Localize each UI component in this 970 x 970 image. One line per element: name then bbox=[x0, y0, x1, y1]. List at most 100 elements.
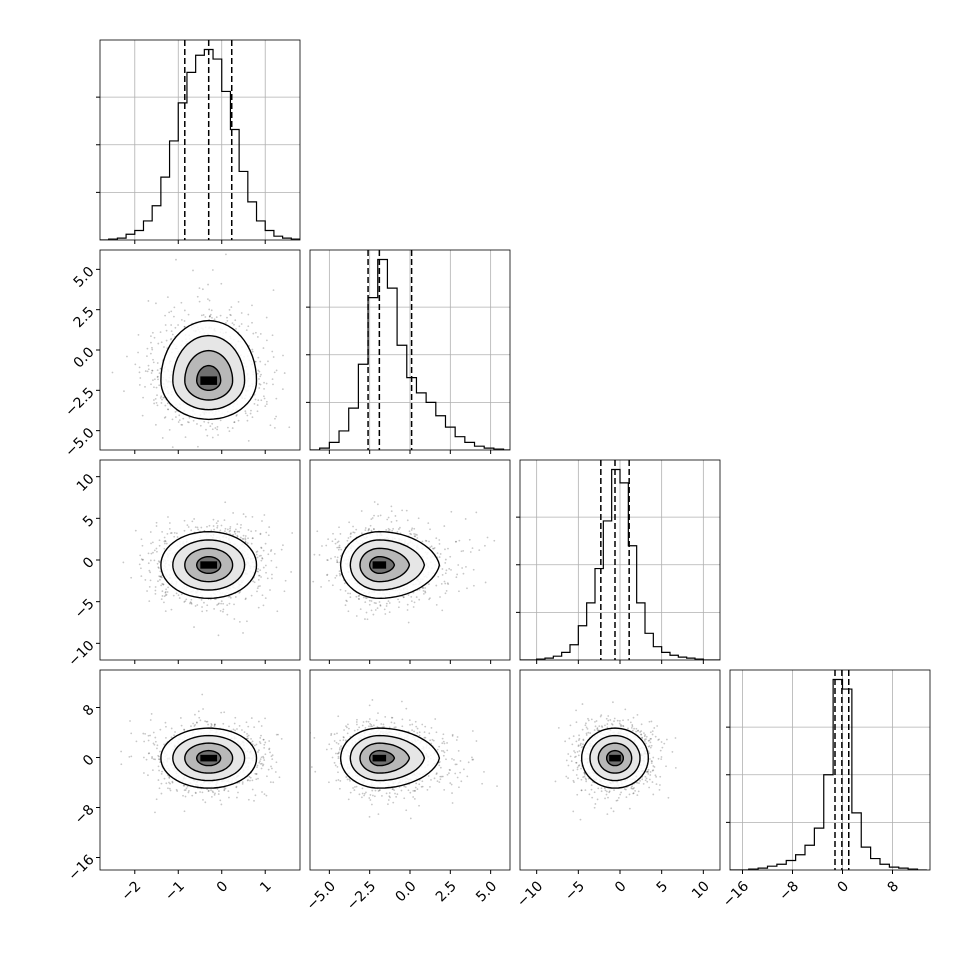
scatter-point bbox=[242, 513, 245, 515]
scatter-point bbox=[177, 324, 180, 326]
scatter-point bbox=[168, 781, 170, 784]
scatter-point bbox=[260, 734, 262, 737]
scatter-point bbox=[213, 318, 216, 321]
scatter-point bbox=[413, 527, 416, 530]
scatter-point bbox=[177, 594, 180, 597]
pair-panel-0-3 bbox=[96, 669, 301, 874]
scatter-point bbox=[264, 542, 267, 545]
scatter-point bbox=[253, 402, 256, 405]
scatter-point bbox=[235, 786, 238, 789]
scatter-point bbox=[183, 789, 186, 792]
scatter-point bbox=[259, 333, 262, 335]
scatter-point bbox=[175, 532, 178, 535]
scatter-point bbox=[407, 621, 410, 624]
scatter-point bbox=[161, 590, 164, 593]
scatter-point bbox=[331, 540, 334, 543]
scatter-point bbox=[244, 541, 247, 543]
scatter-point bbox=[326, 574, 328, 577]
scatter-point bbox=[209, 313, 212, 316]
scatter-point bbox=[326, 559, 329, 562]
scatter-point bbox=[233, 530, 236, 533]
scatter-point bbox=[153, 378, 156, 381]
scatter-point bbox=[187, 791, 190, 794]
scatter-point bbox=[273, 552, 276, 555]
scatter-point bbox=[392, 527, 395, 530]
scatter-point bbox=[265, 400, 268, 403]
scatter-point bbox=[196, 604, 199, 606]
scatter-point bbox=[198, 716, 201, 719]
scatter-point bbox=[269, 424, 272, 427]
scatter-point bbox=[262, 395, 265, 398]
scatter-point bbox=[253, 581, 256, 584]
scatter-point bbox=[368, 599, 371, 602]
scatter-point bbox=[320, 586, 322, 588]
scatter-point bbox=[167, 408, 169, 411]
scatter-point bbox=[186, 524, 189, 526]
scatter-point bbox=[223, 789, 226, 792]
scatter-point bbox=[267, 553, 270, 556]
scatter-point bbox=[377, 515, 380, 517]
scatter-point bbox=[168, 777, 171, 779]
scatter-point bbox=[335, 574, 338, 577]
scatter-point bbox=[412, 591, 415, 594]
scatter-point bbox=[194, 713, 196, 716]
scatter-point bbox=[466, 587, 468, 590]
scatter-point bbox=[164, 721, 167, 724]
scatter-point bbox=[151, 541, 154, 544]
scatter-point bbox=[343, 582, 346, 585]
scatter-point bbox=[422, 592, 425, 595]
scatter-point bbox=[156, 394, 158, 397]
scatter-point bbox=[233, 323, 235, 326]
scatter-point bbox=[167, 516, 169, 518]
scatter-point bbox=[267, 534, 270, 537]
scatter-point bbox=[258, 574, 260, 577]
scatter-point bbox=[160, 598, 163, 601]
scatter-point bbox=[472, 584, 475, 587]
scatter-point bbox=[388, 602, 391, 604]
scatter-point bbox=[387, 600, 390, 603]
scatter-point bbox=[270, 559, 273, 562]
scatter-point bbox=[184, 600, 187, 603]
scatter-point bbox=[149, 734, 151, 737]
scatter-point bbox=[225, 322, 227, 324]
panel-frame bbox=[99, 39, 301, 241]
scatter-point bbox=[157, 567, 160, 569]
scatter-point bbox=[247, 798, 250, 801]
scatter-point bbox=[269, 781, 272, 784]
scatter-point bbox=[241, 729, 243, 731]
scatter-point bbox=[435, 537, 438, 540]
scatter-point bbox=[171, 333, 174, 336]
scatter-point bbox=[207, 790, 210, 793]
scatter-point bbox=[260, 554, 262, 557]
scatter-point bbox=[160, 576, 163, 579]
scatter-point bbox=[379, 514, 382, 517]
scatter-point bbox=[436, 552, 439, 555]
scatter-point bbox=[267, 360, 269, 363]
scatter-point bbox=[153, 386, 155, 389]
scatter-point bbox=[213, 725, 216, 728]
scatter-point bbox=[256, 587, 259, 590]
scatter-point bbox=[407, 594, 410, 596]
scatter-point bbox=[418, 598, 421, 601]
scatter-point bbox=[433, 547, 436, 549]
scatter-point bbox=[156, 747, 158, 750]
scatter-point bbox=[223, 519, 226, 522]
scatter-point bbox=[171, 780, 174, 783]
scatter-point bbox=[180, 301, 183, 304]
scatter-point bbox=[239, 590, 242, 593]
scatter-point bbox=[410, 533, 413, 536]
scatter-point bbox=[173, 734, 175, 737]
scatter-point bbox=[429, 546, 432, 549]
scatter-point bbox=[224, 501, 227, 504]
scatter-point bbox=[266, 577, 269, 580]
scatter-point bbox=[261, 520, 263, 522]
scatter-point bbox=[144, 732, 147, 735]
scatter-point bbox=[218, 790, 220, 792]
scatter-point bbox=[265, 382, 268, 385]
scatter-point bbox=[164, 594, 167, 597]
scatter-point bbox=[162, 583, 165, 586]
scatter-point bbox=[217, 634, 220, 637]
scatter-point bbox=[220, 600, 223, 603]
scatter-point bbox=[472, 568, 475, 571]
scatter-point bbox=[159, 575, 162, 578]
